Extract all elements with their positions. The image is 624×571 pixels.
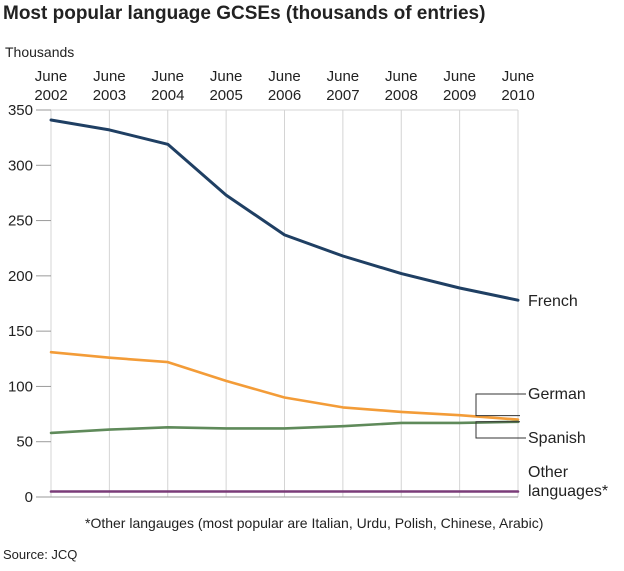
- series-label: German: [528, 386, 586, 403]
- y-tick-label: 200: [8, 268, 33, 285]
- series-label: French: [528, 293, 578, 310]
- y-tick-label: 350: [8, 102, 33, 119]
- x-tick-label: June 2010: [501, 68, 534, 104]
- y-tick-label: 150: [8, 323, 33, 340]
- footnote: *Other langauges (most popular are Itali…: [85, 515, 543, 531]
- series-label: Spanish: [528, 430, 586, 447]
- x-tick-label: June 2004: [151, 68, 184, 104]
- series-line: [49, 350, 520, 421]
- x-tick-label: June 2005: [209, 68, 242, 104]
- y-tick-label: 250: [8, 213, 33, 230]
- series-labels: French German Spanish Other languages*: [475, 293, 608, 500]
- x-tick-label: June 2006: [268, 68, 301, 104]
- y-tick-label: 50: [16, 434, 33, 451]
- y-axis-ticks: 0 50 100 150 200 250 300 350: [8, 102, 51, 506]
- y-tick-label: 300: [8, 157, 33, 174]
- label-leader: [475, 421, 526, 439]
- series-label: Other languages*: [528, 464, 608, 500]
- x-tick-label: June 2002: [34, 68, 67, 104]
- x-tick-label: June 2008: [385, 68, 418, 104]
- series-lines: [49, 118, 520, 493]
- series-line: [49, 420, 520, 435]
- y-tick-label: 100: [8, 378, 33, 395]
- x-tick-label: June 2007: [326, 68, 359, 104]
- grid: [36, 109, 519, 498]
- chart-title: Most popular language GCSEs (thousands o…: [3, 3, 485, 24]
- y-tick-label: 0: [25, 489, 33, 506]
- label-leader: [475, 393, 526, 417]
- x-tick-label: June 2009: [443, 68, 476, 104]
- x-axis-ticks: June 2002 June 2003 June 2004 June 2005 June 2006…: [34, 68, 534, 104]
- x-tick-label: June 2003: [93, 68, 126, 104]
- y-axis-label: Thousands: [5, 44, 74, 60]
- source-note: Source: JCQ: [3, 547, 77, 562]
- series-line: [49, 118, 520, 302]
